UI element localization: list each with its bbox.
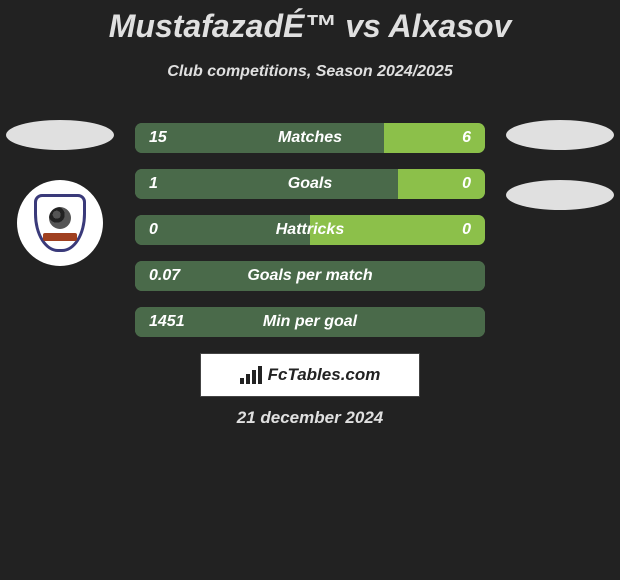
- bar-icon-segment: [252, 370, 256, 384]
- ball-icon: [49, 207, 71, 229]
- bar-icon-segment: [258, 366, 262, 384]
- stat-label: Goals per match: [135, 267, 485, 285]
- shield-icon: [34, 194, 86, 252]
- player-silhouette-left: [6, 120, 114, 150]
- bar-icon-segment: [246, 374, 250, 384]
- player-silhouette-right-2: [506, 180, 614, 210]
- bar-icon-segment: [240, 378, 244, 384]
- stat-row: 0Hattricks0: [135, 215, 485, 245]
- stat-label: Hattricks: [135, 221, 485, 239]
- stat-right-value: 0: [462, 175, 471, 193]
- page-title: MustafazadÉ™ vs Alxasov: [0, 0, 620, 45]
- player-silhouette-right-1: [506, 120, 614, 150]
- brand-label: FcTables.com: [268, 365, 381, 385]
- stat-label: Min per goal: [135, 313, 485, 331]
- ribbon-icon: [43, 233, 77, 241]
- stat-row: 1Goals0: [135, 169, 485, 199]
- right-player-column: [500, 120, 620, 210]
- stat-row: 1451Min per goal: [135, 307, 485, 337]
- stat-right-value: 0: [462, 221, 471, 239]
- subtitle: Club competitions, Season 2024/2025: [0, 63, 620, 81]
- stat-label: Goals: [135, 175, 485, 193]
- bar-chart-icon: [240, 366, 262, 384]
- stat-right-value: 6: [462, 129, 471, 147]
- club-badge-left: [17, 180, 103, 266]
- left-player-column: [0, 120, 120, 266]
- branding-box: FcTables.com: [200, 353, 420, 397]
- date-label: 21 december 2024: [0, 408, 620, 428]
- stats-table: 15Matches61Goals00Hattricks00.07Goals pe…: [135, 123, 485, 337]
- stat-label: Matches: [135, 129, 485, 147]
- stat-row: 0.07Goals per match: [135, 261, 485, 291]
- stat-row: 15Matches6: [135, 123, 485, 153]
